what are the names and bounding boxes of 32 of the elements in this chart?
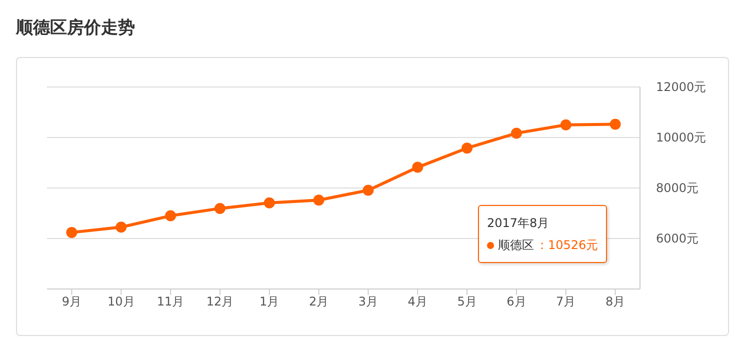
- x-tick-label: 10月: [107, 294, 135, 309]
- annotation: ：10526元: [536, 238, 598, 252]
- point: [264, 197, 275, 208]
- x-tick-label: 11月: [156, 294, 184, 309]
- y-tick-label: 10000元: [656, 130, 706, 144]
- annotation: 2017年8月: [487, 215, 550, 232]
- y-tick-label: 6000元: [656, 232, 699, 246]
- point: [362, 184, 374, 196]
- point: [165, 210, 176, 222]
- x-tick-label: 2月: [308, 294, 329, 309]
- legend-label: 顺德区: [498, 238, 534, 252]
- point: [560, 119, 572, 130]
- y-tick-label: 8000元: [656, 181, 699, 195]
- x-tick-label: 6月: [506, 294, 526, 309]
- point: [610, 118, 621, 130]
- x-tick-label: 12月: [206, 294, 234, 309]
- point: [214, 202, 226, 214]
- x-tick-label: 4月: [408, 294, 428, 309]
- point: [462, 142, 473, 154]
- chart-title: 顺德区房价走势: [16, 17, 135, 39]
- x-tick-label: 5月: [457, 294, 477, 309]
- point: [313, 194, 324, 206]
- point: [510, 128, 522, 139]
- x-tick-label: 7月: [556, 294, 576, 309]
- point: [412, 162, 424, 173]
- point: [116, 222, 127, 233]
- y-tick-label: 12000元: [656, 80, 706, 94]
- x-tick-label: 1月: [260, 294, 280, 309]
- x-tick-label: 9月: [62, 294, 82, 309]
- x-tick-label: 3月: [358, 294, 378, 309]
- x-tick-label: 8月: [605, 294, 626, 309]
- point: [66, 226, 78, 238]
